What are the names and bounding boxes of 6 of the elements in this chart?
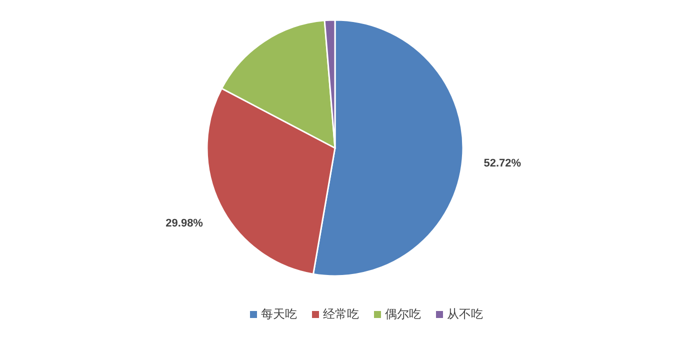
legend-label: 每天吃 [261, 307, 297, 321]
legend-label: 从不吃 [447, 307, 483, 321]
legend-label: 偶尔吃 [385, 307, 421, 321]
legend-label: 经常吃 [323, 307, 359, 321]
data-label: 52.72% [484, 157, 522, 170]
data-label: 29.98% [166, 217, 204, 230]
